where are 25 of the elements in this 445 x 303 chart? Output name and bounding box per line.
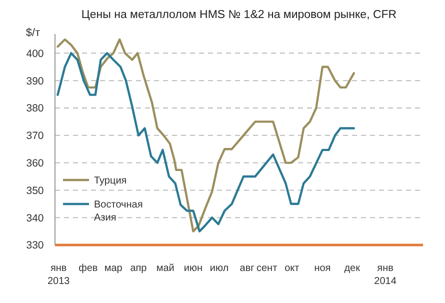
x-tick-label: апр — [130, 263, 148, 274]
y-tick-label: 390 — [26, 75, 44, 88]
y-axis-title: $/т — [26, 27, 40, 39]
y-tick-label: 370 — [26, 130, 44, 142]
y-tick-label: 400 — [26, 48, 44, 60]
x-tick-label: июл — [210, 263, 229, 274]
y-tick-label: 380 — [26, 102, 44, 115]
x-tick-label: июн — [184, 263, 203, 274]
y-tick-label: 340 — [26, 212, 44, 224]
x-tick-label: янв 2013 — [47, 263, 70, 287]
x-tick-label: май — [156, 263, 174, 274]
x-tick-label: фев — [78, 263, 98, 274]
y-tick-label: 350 — [26, 184, 44, 197]
y-tick-label: 360 — [26, 157, 44, 170]
x-tick-label: дек — [344, 263, 361, 274]
x-tick-label: мар — [104, 263, 123, 274]
chart-title: Цены на металлолом HMS № 1&2 на мировом рынке, CFR — [81, 9, 397, 21]
y-tick-label: 330 — [26, 240, 44, 252]
x-tick-label: окт — [284, 263, 300, 274]
x-tick-label: янв 2014 — [374, 263, 397, 287]
legend-label: Турция — [94, 176, 127, 186]
legend-label: Восточная Азия — [94, 200, 143, 224]
x-tick-label: ноя — [314, 263, 331, 274]
x-tick-label: авг — [240, 263, 255, 274]
x-tick-label: сент — [256, 263, 278, 274]
